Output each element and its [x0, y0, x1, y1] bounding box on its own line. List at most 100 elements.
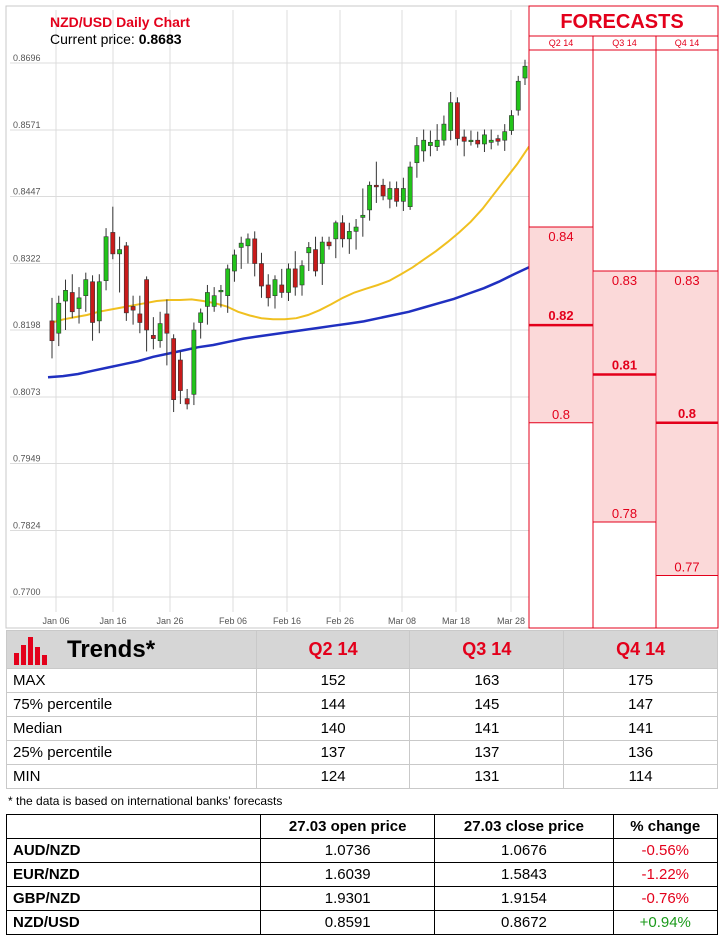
- candle-body: [340, 222, 345, 240]
- y-tick-label: 0.8073: [13, 387, 41, 397]
- candle-up: [198, 308, 204, 339]
- trends-col-q2: Q2 14: [255, 630, 411, 669]
- candle-down: [326, 236, 332, 250]
- candle-body: [421, 139, 427, 152]
- trends-cell: 144: [255, 692, 411, 717]
- chart-title: NZD/USD Daily Chart: [50, 14, 190, 30]
- candle-body: [286, 268, 291, 293]
- x-tick-label: Feb 26: [326, 616, 354, 626]
- candle-body: [137, 313, 143, 323]
- candle-up: [367, 181, 372, 221]
- trends-cell: 137: [409, 740, 565, 765]
- candle-body: [245, 238, 251, 247]
- candle-body: [265, 284, 271, 299]
- candle-up: [387, 181, 393, 209]
- forecast-column: Q3 14 0.83 0.81 0.78: [592, 36, 656, 628]
- current-price-line: Current price: 0.8683: [50, 31, 182, 47]
- nzdusd-chart: 0.8696 0.8571 0.8447 0.8322 0.8198 0.8073 0.79…: [5, 5, 719, 629]
- candle-down: [259, 252, 264, 298]
- current-price-label: Current price:: [50, 31, 135, 47]
- candle-body: [191, 329, 197, 395]
- x-tick-label: Jan 16: [99, 616, 126, 626]
- candle-body: [353, 226, 359, 232]
- candle-down: [171, 334, 177, 413]
- candle-down: [150, 317, 156, 350]
- pair-label: EUR/NZD: [6, 862, 261, 887]
- candle-body: [522, 65, 528, 79]
- forecast-quarter-label: Q4 14: [675, 38, 700, 48]
- y-tick-label: 0.7700: [13, 587, 41, 597]
- candle-body: [164, 313, 170, 334]
- candle-body: [292, 268, 298, 288]
- forecast-panel: FORECASTS Q2 14 0.84 0.82 0.8 Q3 14 0.83 0.81 0…: [528, 5, 719, 629]
- candle-down: [110, 206, 116, 260]
- close-price: 0.8672: [434, 910, 614, 935]
- candle-up: [482, 129, 487, 152]
- ma-long-line: [47, 266, 530, 379]
- candle-body: [360, 214, 366, 218]
- candle-up: [63, 279, 68, 330]
- candle-up: [353, 219, 359, 250]
- candle-down: [455, 97, 460, 146]
- trends-row-min: MIN 124 131 114: [6, 764, 718, 789]
- candle-body: [150, 335, 156, 339]
- candle-body: [502, 131, 508, 141]
- candle-body: [56, 302, 62, 334]
- y-tick-label: 0.7949: [13, 454, 41, 464]
- x-tick-label: Mar 08: [388, 616, 416, 626]
- candle-body: [117, 249, 122, 255]
- candle-down: [49, 297, 55, 359]
- trends-row-label: MIN: [6, 764, 257, 789]
- pct-change: -0.76%: [612, 886, 718, 911]
- candle-down: [90, 275, 95, 341]
- candle-body: [394, 188, 400, 202]
- pair-label: AUD/NZD: [6, 838, 261, 863]
- candle-down: [130, 295, 136, 325]
- open-price: 1.9301: [259, 886, 436, 911]
- trends-row-label: Median: [6, 716, 257, 741]
- forecast-high-label: 0.84: [548, 229, 573, 244]
- candle-down: [475, 131, 481, 148]
- candle-down: [144, 276, 149, 352]
- candle-up: [441, 115, 447, 146]
- candle-up: [96, 274, 102, 334]
- trends-header-row: Trends* Q2 14 Q3 14 Q4 14: [6, 630, 718, 669]
- x-tick-label: Mar 28: [497, 616, 525, 626]
- x-tick-label: Mar 18: [442, 616, 470, 626]
- candle-body: [211, 295, 217, 307]
- candle-body: [515, 80, 521, 111]
- candle-body: [259, 263, 264, 287]
- candle-up: [522, 59, 528, 85]
- trends-cell: 145: [409, 692, 565, 717]
- candle-up: [448, 91, 454, 141]
- forecast-high-label: 0.83: [612, 273, 637, 288]
- close-price: 1.0676: [434, 838, 614, 863]
- candle-up: [272, 275, 278, 309]
- candle-up: [333, 220, 339, 259]
- forecast-median-label: 0.82: [548, 308, 573, 323]
- candle-body: [387, 188, 393, 200]
- candle-body: [103, 236, 109, 281]
- candle-body: [252, 238, 258, 264]
- forecast-title: FORECASTS: [560, 11, 683, 33]
- trends-cell: 141: [409, 716, 565, 741]
- trends-table: Trends* Q2 14 Q3 14 Q4 14 MAX 152 163 17…: [6, 630, 718, 789]
- candle-up: [225, 264, 231, 313]
- trends-row-label: MAX: [6, 668, 257, 693]
- trends-cell: 140: [255, 716, 411, 741]
- candle-body: [509, 115, 514, 131]
- x-tick-label: Feb 06: [219, 616, 247, 626]
- candle-body: [63, 290, 68, 302]
- grid: [10, 10, 529, 612]
- price-col-open: 27.03 open price: [259, 814, 436, 839]
- y-tick-label: 0.8696: [13, 53, 41, 63]
- y-tick-label: 0.8198: [13, 320, 41, 330]
- candle-body: [110, 232, 116, 255]
- price-col-close: 27.03 close price: [434, 814, 614, 839]
- pct-change: +0.94%: [612, 910, 718, 935]
- candle-down: [340, 215, 345, 248]
- pair-label: GBP/NZD: [6, 886, 261, 911]
- candle-up: [346, 222, 352, 254]
- candle-body: [468, 139, 474, 143]
- candle-up: [238, 236, 244, 269]
